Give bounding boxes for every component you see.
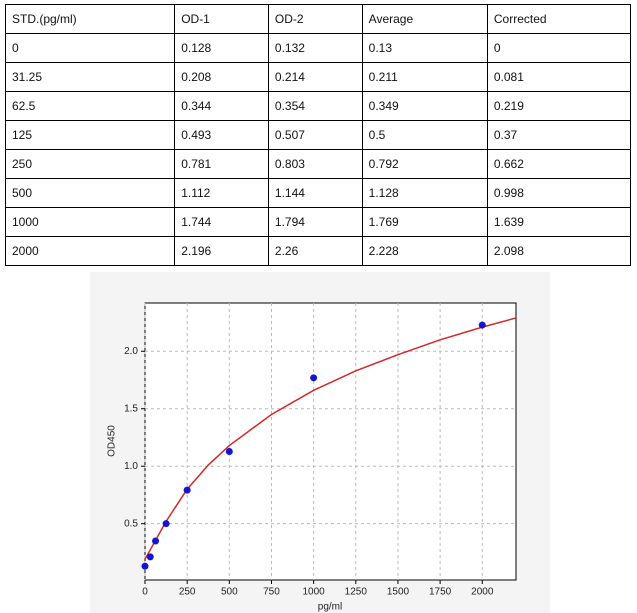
table-cell: Average bbox=[361, 4, 488, 34]
x-tick-label: 500 bbox=[221, 587, 238, 598]
table-cell: 1.128 bbox=[361, 178, 488, 208]
table-cell: Corrected bbox=[486, 4, 632, 34]
table-cell: 0.354 bbox=[267, 91, 363, 121]
table-cell: OD-2 bbox=[267, 4, 363, 34]
table-cell: 1.144 bbox=[267, 178, 363, 208]
table-cell: 0.211 bbox=[361, 62, 488, 92]
x-tick-label: 1750 bbox=[429, 587, 452, 598]
table-cell: 0.803 bbox=[267, 149, 363, 179]
table-cell: 0.781 bbox=[174, 149, 269, 179]
table-cell: 0.13 bbox=[361, 33, 488, 63]
table-cell: OD-1 bbox=[174, 4, 269, 34]
data-point bbox=[141, 562, 149, 570]
table-cell: 2.098 bbox=[486, 236, 632, 266]
x-tick-label: 1500 bbox=[387, 587, 410, 598]
table-cell: 0.37 bbox=[486, 120, 632, 150]
data-point bbox=[183, 486, 191, 494]
table-row: 125 0.493 0.507 0.5 0.37 bbox=[4, 120, 632, 150]
table-cell: STD.(pg/ml) bbox=[4, 4, 176, 34]
table-cell: 2000 bbox=[4, 236, 176, 266]
table-cell: 0.507 bbox=[267, 120, 363, 150]
data-point bbox=[152, 537, 160, 545]
x-tick-label: 1000 bbox=[303, 587, 326, 598]
y-tick-label: 1.0 bbox=[124, 461, 138, 472]
table-cell: 0.344 bbox=[174, 91, 269, 121]
table-cell: 500 bbox=[4, 178, 176, 208]
y-axis-label: OD450 bbox=[107, 425, 118, 457]
table-cell: 62.5 bbox=[4, 91, 176, 121]
table-cell: 0.128 bbox=[174, 33, 269, 63]
table-row: 1000 1.744 1.794 1.769 1.639 bbox=[4, 207, 632, 237]
table-row: 31.25 0.208 0.214 0.211 0.081 bbox=[4, 62, 632, 92]
table-cell: 0.662 bbox=[486, 149, 632, 179]
table-cell: 2.228 bbox=[361, 236, 488, 266]
table-row: 2000 2.196 2.26 2.228 2.098 bbox=[4, 236, 632, 266]
data-point bbox=[478, 321, 486, 329]
header-row: STD.(pg/ml) OD-1 OD-2 Average Corrected bbox=[4, 4, 632, 34]
table-cell: 1.769 bbox=[361, 207, 488, 237]
table-cell: 250 bbox=[4, 149, 176, 179]
table-cell: 1.794 bbox=[267, 207, 363, 237]
table-cell: 1000 bbox=[4, 207, 176, 237]
x-axis-label: pg/ml bbox=[318, 602, 342, 613]
y-tick-label: 2.0 bbox=[124, 346, 138, 357]
table-cell: 1.639 bbox=[486, 207, 632, 237]
table-cell: 0.349 bbox=[361, 91, 488, 121]
chart: pg/ml OD450 0 250 500 750 1000 1250 1500 1750 20… bbox=[90, 272, 550, 613]
table-cell: 1.112 bbox=[174, 178, 269, 208]
table-cell: 0.219 bbox=[486, 91, 632, 121]
table-cell: 31.25 bbox=[4, 62, 176, 92]
table-cell: 0.493 bbox=[174, 120, 269, 150]
x-tick-label: 2000 bbox=[471, 587, 494, 598]
data-point bbox=[146, 553, 154, 561]
data-table: STD.(pg/ml) OD-1 OD-2 Average Corrected 0 0.12… bbox=[4, 4, 632, 266]
x-tick-label: 250 bbox=[179, 587, 196, 598]
y-tick-label: 1.5 bbox=[124, 403, 138, 414]
table-row: 250 0.781 0.803 0.792 0.662 bbox=[4, 149, 632, 179]
data-point bbox=[225, 447, 233, 455]
table-row: 0 0.128 0.132 0.13 0 bbox=[4, 33, 632, 63]
data-point bbox=[162, 520, 170, 528]
table-cell: 1.744 bbox=[174, 207, 269, 237]
x-tick-label: 1250 bbox=[345, 587, 368, 598]
table-cell: 125 bbox=[4, 120, 176, 150]
table-cell: 0.5 bbox=[361, 120, 488, 150]
table-cell: 0.792 bbox=[361, 149, 488, 179]
table-cell: 0.081 bbox=[486, 62, 632, 92]
table-cell: 0.214 bbox=[267, 62, 363, 92]
table-row: 62.5 0.344 0.354 0.349 0.219 bbox=[4, 91, 632, 121]
table-cell: 0 bbox=[4, 33, 176, 63]
data-point bbox=[310, 374, 318, 382]
fit-curve bbox=[144, 317, 517, 560]
table-cell: 0 bbox=[486, 33, 632, 63]
table-cell: 0.208 bbox=[174, 62, 269, 92]
table-cell: 0.132 bbox=[267, 33, 363, 63]
table-row: 500 1.112 1.144 1.128 0.998 bbox=[4, 178, 632, 208]
table-cell: 2.26 bbox=[267, 236, 363, 266]
plot-area bbox=[144, 302, 517, 581]
table-cell: 2.196 bbox=[174, 236, 269, 266]
x-tick-label: 750 bbox=[263, 587, 280, 598]
x-tick-label: 0 bbox=[142, 587, 148, 598]
table-cell: 0.998 bbox=[486, 178, 632, 208]
y-tick-label: 0.5 bbox=[124, 518, 138, 529]
